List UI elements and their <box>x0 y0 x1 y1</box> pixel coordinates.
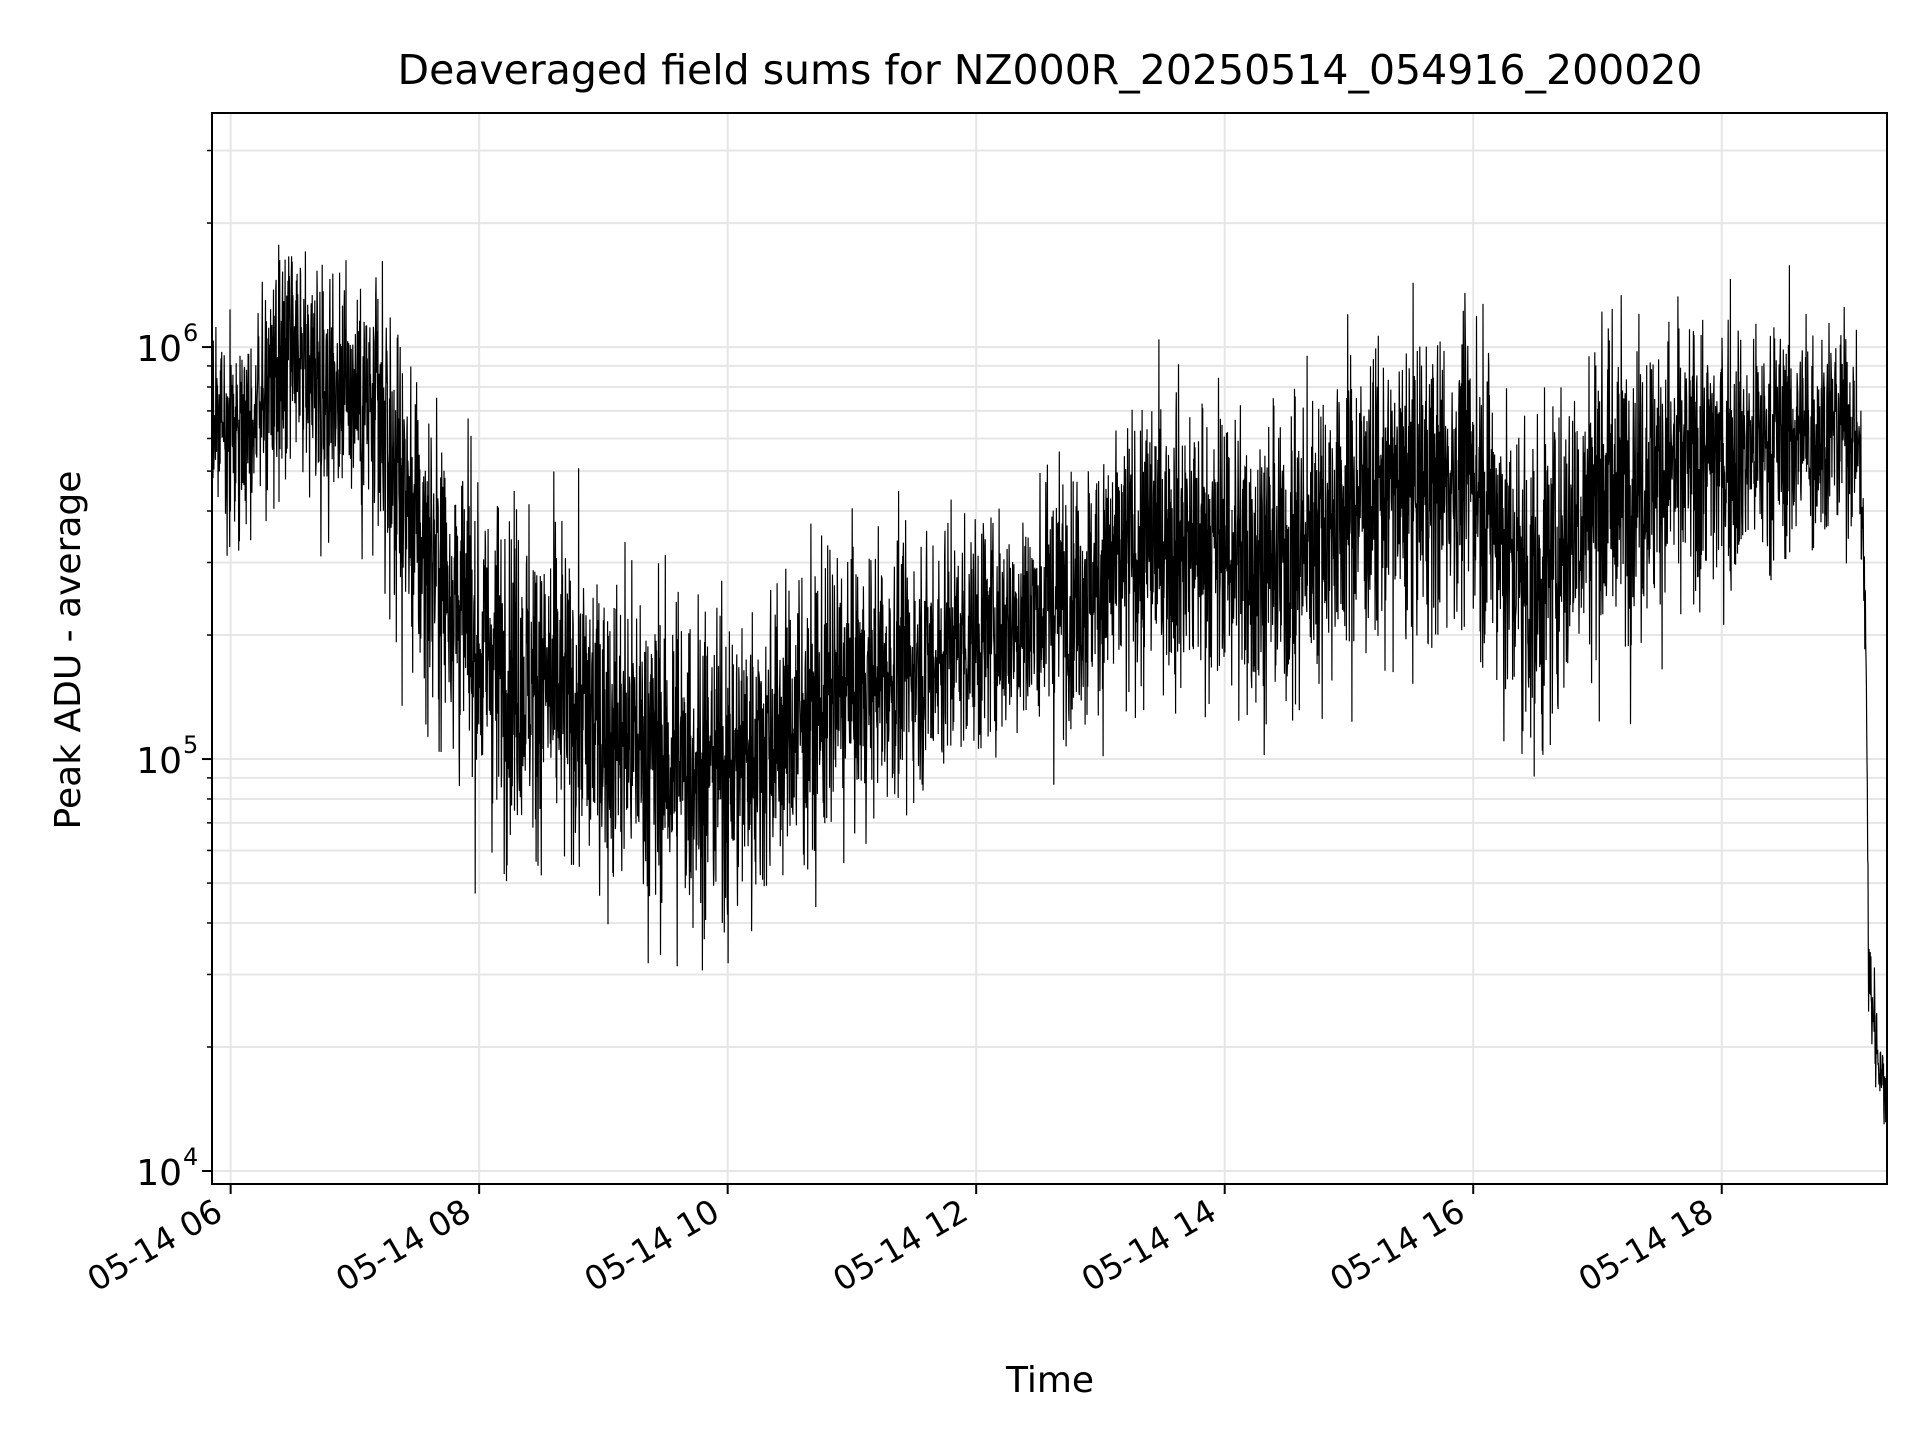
x-axis-label: Time <box>1005 1360 1094 1401</box>
chart-title: Deaveraged field sums for NZ000R_2025051… <box>398 46 1703 94</box>
y-tick-exponent: 5 <box>183 731 198 759</box>
x-tick-label: 05-14 18 <box>1572 1191 1720 1299</box>
x-tick-label: 05-14 06 <box>81 1191 229 1299</box>
series-path <box>211 244 1888 1125</box>
x-axis: 05-14 06 05-14 08 05-14 10 05-14 12 05-14 14… <box>81 1184 1723 1299</box>
y-axis-label: Peak ADU - average <box>48 471 89 830</box>
x-tick-label: 05-14 08 <box>329 1191 477 1299</box>
y-tick-exponent: 4 <box>183 1143 198 1171</box>
x-tick-label: 05-14 16 <box>1323 1191 1471 1299</box>
y-tick-label: 10 <box>136 741 182 782</box>
y-tick-label: 10 <box>136 1153 182 1194</box>
x-tick-label: 05-14 12 <box>826 1191 974 1299</box>
x-tick-label: 05-14 14 <box>1075 1191 1223 1299</box>
x-tick-label: 05-14 10 <box>578 1191 726 1299</box>
plot-frame <box>211 112 1888 1185</box>
series-line <box>211 244 1888 1125</box>
y-tick-exponent: 6 <box>183 319 198 347</box>
y-tick-label: 10 <box>136 329 182 370</box>
